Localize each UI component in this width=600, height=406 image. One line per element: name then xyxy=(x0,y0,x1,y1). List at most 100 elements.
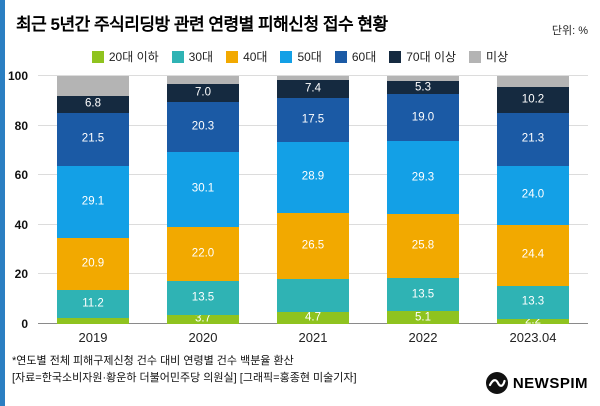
x-tick-label: 2023.04 xyxy=(509,330,557,345)
bar-segment: 22.0 xyxy=(167,226,239,282)
bar-segment: 7.4 xyxy=(277,79,349,99)
legend-label: 60대 xyxy=(351,50,377,64)
legend-swatch xyxy=(226,50,239,63)
bar-segment xyxy=(57,76,129,96)
footnote-source: [자료=한국소비자원·황운하 더불어민주당 의원실] [그래픽=홍종현 미술기자… xyxy=(12,372,357,384)
stacked-bar: 5.1 13.5 25.8 29.3 19.0 5.3 xyxy=(387,76,459,324)
segment-value-label: 7.4 xyxy=(305,82,321,95)
bar-segment: 10.2 xyxy=(497,87,569,113)
segment-value-label: 3.7 xyxy=(195,312,211,325)
bar-segment: 20.9 xyxy=(57,238,129,291)
segment-value-label: 6.8 xyxy=(85,97,101,110)
segment-value-label: 29.3 xyxy=(411,170,435,183)
segment-value-label: 13.5 xyxy=(411,287,435,300)
segment-value-label: 30.1 xyxy=(191,182,215,195)
legend-item: 50대 xyxy=(280,48,322,65)
bar-segment: 25.8 xyxy=(387,213,459,278)
legend-label: 70대 이상 xyxy=(406,50,457,64)
stacked-bar: 4.7 26.5 28.9 17.5 7.4 xyxy=(277,76,349,324)
bar-segment: 13.3 xyxy=(497,285,569,319)
plot-area: 11.2 20.9 29.1 21.5 6.8 3.7 13.5 22.0 30.1 20.3 7.… xyxy=(38,75,588,326)
legend-label: 30대 xyxy=(188,50,214,64)
bars-container: 11.2 20.9 29.1 21.5 6.8 3.7 13.5 22.0 30.1 20.3 7.… xyxy=(38,76,588,326)
bar-segment: 29.3 xyxy=(387,141,459,214)
segment-value-label: 20.3 xyxy=(191,120,215,133)
segment-value-label: 20.9 xyxy=(81,257,105,270)
unit-label: 단위: % xyxy=(551,25,588,37)
bar-slot: 5.1 13.5 25.8 29.3 19.0 5.3 xyxy=(368,76,478,324)
segment-value-label: 11.2 xyxy=(82,297,104,310)
x-tick-label: 2019 xyxy=(78,330,108,345)
y-tick-label: 60 xyxy=(14,168,28,183)
legend-swatch xyxy=(334,50,347,63)
segment-value-label: 24.4 xyxy=(521,248,545,261)
x-tick-label: 2021 xyxy=(298,330,328,345)
bar-segment xyxy=(277,278,349,313)
legend-item: 미상 xyxy=(469,48,508,65)
bar-segment: 4.7 xyxy=(277,312,349,324)
bar-segment: 29.1 xyxy=(57,166,129,239)
bar-segment: 28.9 xyxy=(277,141,349,214)
y-tick-label: 100 xyxy=(7,69,28,83)
bar-segment: 2.2 xyxy=(497,315,569,326)
bar-slot: 3.7 13.5 22.0 30.1 20.3 7.0 xyxy=(148,76,258,324)
legend-label: 20대 이하 xyxy=(108,50,159,64)
segment-value-label: 24.0 xyxy=(521,188,545,201)
stacked-bar: 2.2 13.3 24.4 24.0 21.3 10.2 xyxy=(497,76,569,326)
bar-segment: 11.2 xyxy=(57,290,129,318)
legend-swatch xyxy=(389,50,402,63)
bar-segment xyxy=(387,76,459,82)
bar-segment xyxy=(277,76,349,80)
x-tick-label: 2020 xyxy=(188,330,218,345)
legend-item: 60대 xyxy=(334,48,377,65)
y-tick-label: 20 xyxy=(14,267,28,282)
y-tick-label: 40 xyxy=(14,217,28,232)
y-axis: 0 20 40 60 80 100 xyxy=(2,70,32,330)
segment-value-label: 7.0 xyxy=(195,86,211,99)
segment-value-label: 25.8 xyxy=(411,239,435,252)
legend: 20대 이하 30대 40대 50대 60대 70대 이상 미상 xyxy=(10,48,590,65)
x-tick-label: 2022 xyxy=(408,330,438,345)
segment-value-label: 4.7 xyxy=(305,311,321,324)
bar-segment: 24.4 xyxy=(497,225,569,286)
segment-value-label: 22.0 xyxy=(191,247,215,260)
segment-value-label: 13.5 xyxy=(191,291,215,304)
segment-value-label: 26.5 xyxy=(301,239,325,252)
segment-value-label: 19.0 xyxy=(411,110,435,123)
x-axis-labels: 2019 2020 2021 2022 2023.04 xyxy=(38,330,588,345)
bar-segment: 6.8 xyxy=(57,95,129,113)
footnote-method: *연도별 전체 피해구제신청 건수 대비 연령별 건수 백분율 환산 xyxy=(12,355,294,367)
legend-swatch xyxy=(171,50,184,63)
bar-segment: 5.1 xyxy=(387,311,459,324)
bar-segment xyxy=(57,317,129,324)
segment-value-label: 2.2 xyxy=(525,314,541,327)
legend-swatch xyxy=(469,50,482,63)
newspim-logo: NEWSPIM xyxy=(485,372,588,394)
legend-label: 50대 xyxy=(297,50,322,64)
bar-segment: 13.5 xyxy=(167,281,239,315)
bar-segment xyxy=(497,76,569,88)
segment-value-label: 28.9 xyxy=(301,170,325,183)
stacked-bar: 11.2 20.9 29.1 21.5 6.8 xyxy=(57,76,129,324)
y-tick-label: 0 xyxy=(21,317,28,331)
legend-label: 40대 xyxy=(243,50,268,64)
bar-segment: 17.5 xyxy=(277,98,349,142)
legend-swatch xyxy=(91,50,104,63)
legend-item: 30대 xyxy=(171,48,214,65)
left-accent-bar xyxy=(0,0,5,406)
legend-swatch xyxy=(280,50,293,63)
bar-segment: 30.1 xyxy=(167,152,239,227)
newspim-logo-icon xyxy=(485,372,508,394)
gridline xyxy=(38,75,588,76)
legend-item: 20대 이하 xyxy=(91,48,159,65)
y-tick-label: 80 xyxy=(14,118,28,133)
bar-segment: 19.0 xyxy=(387,94,459,142)
bar-segment: 20.3 xyxy=(167,101,239,153)
legend-item: 70대 이상 xyxy=(389,48,456,65)
bar-segment: 7.0 xyxy=(167,84,239,102)
segment-value-label: 29.1 xyxy=(81,195,105,208)
bar-segment: 21.3 xyxy=(497,112,569,166)
stacked-bar: 3.7 13.5 22.0 30.1 20.3 7.0 xyxy=(167,76,239,324)
segment-value-label: 5.3 xyxy=(415,80,431,93)
newspim-logo-text: NEWSPIM xyxy=(512,374,588,392)
